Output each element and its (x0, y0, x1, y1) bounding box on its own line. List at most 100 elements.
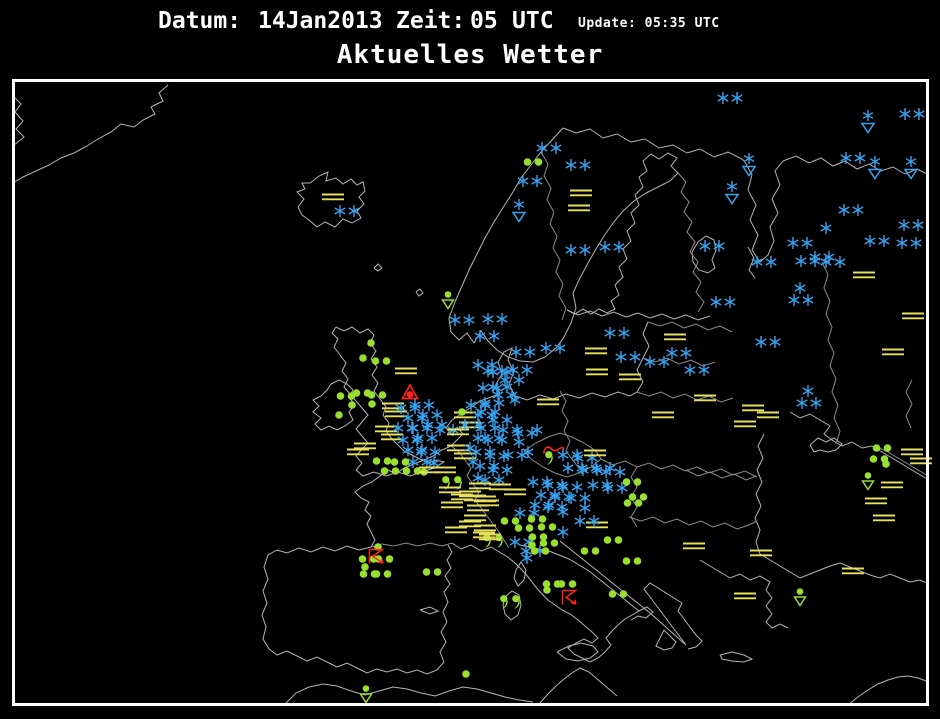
rain-icon (462, 670, 471, 679)
coastline-iberia (261, 544, 453, 675)
coastline-shetland (415, 288, 424, 297)
rain-pair-icon (380, 467, 400, 476)
snow-pair-icon (755, 336, 782, 349)
border-latvia (642, 357, 716, 367)
snow-pair-icon (407, 456, 434, 469)
mist-icon (734, 420, 756, 429)
coastline-group (12, 84, 930, 706)
update-timestamp: Update: 05:35 UTC (578, 16, 720, 31)
snow-pair-icon (788, 294, 815, 307)
mist-icon (469, 482, 491, 491)
date-value: 14Jan2013 (258, 8, 383, 34)
snow-shower-icon (903, 156, 919, 181)
snow-icon (579, 502, 592, 515)
mist-icon (385, 410, 407, 419)
coastline-med-italy-west (451, 542, 654, 663)
rain-pair-icon (623, 499, 643, 508)
coastline-greenland (12, 84, 169, 184)
rain-icon (348, 401, 357, 410)
rain-pair-icon (872, 444, 892, 453)
snow-pair-icon (787, 237, 814, 250)
rain-icon (528, 541, 537, 550)
snow-pair-icon (487, 366, 514, 379)
coastline-northsea-channel (354, 396, 492, 548)
mist-icon (683, 542, 705, 551)
mist-icon (419, 466, 441, 475)
mist-icon (464, 514, 486, 523)
mist-icon (439, 486, 461, 495)
coastline-sicily (556, 642, 599, 662)
rain-shower-icon (793, 588, 807, 607)
coastline-lake-onega (747, 246, 756, 279)
snow-icon (472, 472, 485, 485)
snow-pair-icon (529, 499, 556, 512)
coastline-blacksea-north (789, 411, 930, 481)
snow-pair-icon (482, 313, 509, 326)
snow-pair-icon (615, 351, 642, 364)
thunderstorm-icon (368, 548, 386, 566)
coastline-peloponnese (655, 629, 677, 651)
snow-pair-icon (796, 397, 823, 410)
snow-pair-icon (482, 434, 509, 447)
snow-pair-icon (710, 296, 737, 309)
snow-pair-icon (838, 204, 865, 217)
rain-icon (368, 400, 377, 409)
rain-pair-icon (523, 158, 543, 167)
coastline-iceland (296, 171, 366, 228)
time-label: Zeit: (396, 8, 466, 34)
snow-pair-icon (896, 237, 923, 250)
snow-pair-icon (472, 409, 499, 422)
snow-pair-icon (557, 481, 584, 494)
snow-pair-icon (795, 255, 822, 268)
snow-pair-icon (409, 399, 436, 412)
mist-icon (451, 493, 473, 502)
mist-icon (504, 488, 526, 497)
drizzle-pair-icon (441, 476, 463, 491)
mist-icon (441, 501, 463, 510)
coastline-italy-adriatic (519, 544, 640, 612)
coastline-greece (643, 582, 703, 650)
snow-pair-icon (407, 422, 434, 435)
rain-pair-icon (422, 568, 442, 577)
rain-pair-icon (372, 570, 392, 579)
rain-pair-icon (528, 533, 548, 542)
coastline-kola-top (562, 127, 746, 163)
coastline-sweden-finland (544, 152, 679, 358)
rain-pair-icon (500, 517, 520, 526)
drizzle-icon (544, 451, 554, 466)
snow-pair-icon (577, 464, 604, 477)
snow-pair-icon (536, 142, 563, 155)
snow-pair-icon (666, 347, 693, 360)
snow-icon (557, 506, 570, 519)
mist-icon (585, 347, 607, 356)
border-group (370, 151, 929, 549)
snow-icon (434, 424, 447, 437)
rain-pair-icon (530, 547, 550, 556)
snow-icon (794, 282, 807, 295)
snow-pair-icon (477, 382, 504, 395)
coastline-africa (285, 683, 534, 704)
snow-icon (557, 526, 570, 539)
mist-icon (395, 367, 417, 376)
mist-icon (568, 204, 590, 213)
snow-icon (802, 385, 815, 398)
snow-icon (522, 446, 535, 459)
border-bulgaria-greece (628, 516, 758, 530)
coastline-arctic-russia (782, 155, 930, 176)
snow-icon (509, 394, 522, 407)
rain-pair-icon (527, 515, 547, 524)
border-belarus (636, 391, 734, 403)
snow-pair-icon (684, 364, 711, 377)
coastline-lake-ladoga (691, 235, 717, 274)
mist-icon (652, 411, 674, 420)
rain-pair-icon (372, 457, 392, 466)
coastline-blacksea-west (754, 433, 771, 561)
snow-pair-icon (510, 346, 537, 359)
mist-icon (694, 394, 716, 403)
rain-icon (335, 411, 344, 420)
rain-shower-icon (441, 291, 455, 310)
mist-icon (474, 524, 496, 533)
snow-pair-icon (402, 444, 429, 457)
rain-shower-icon (359, 685, 373, 704)
